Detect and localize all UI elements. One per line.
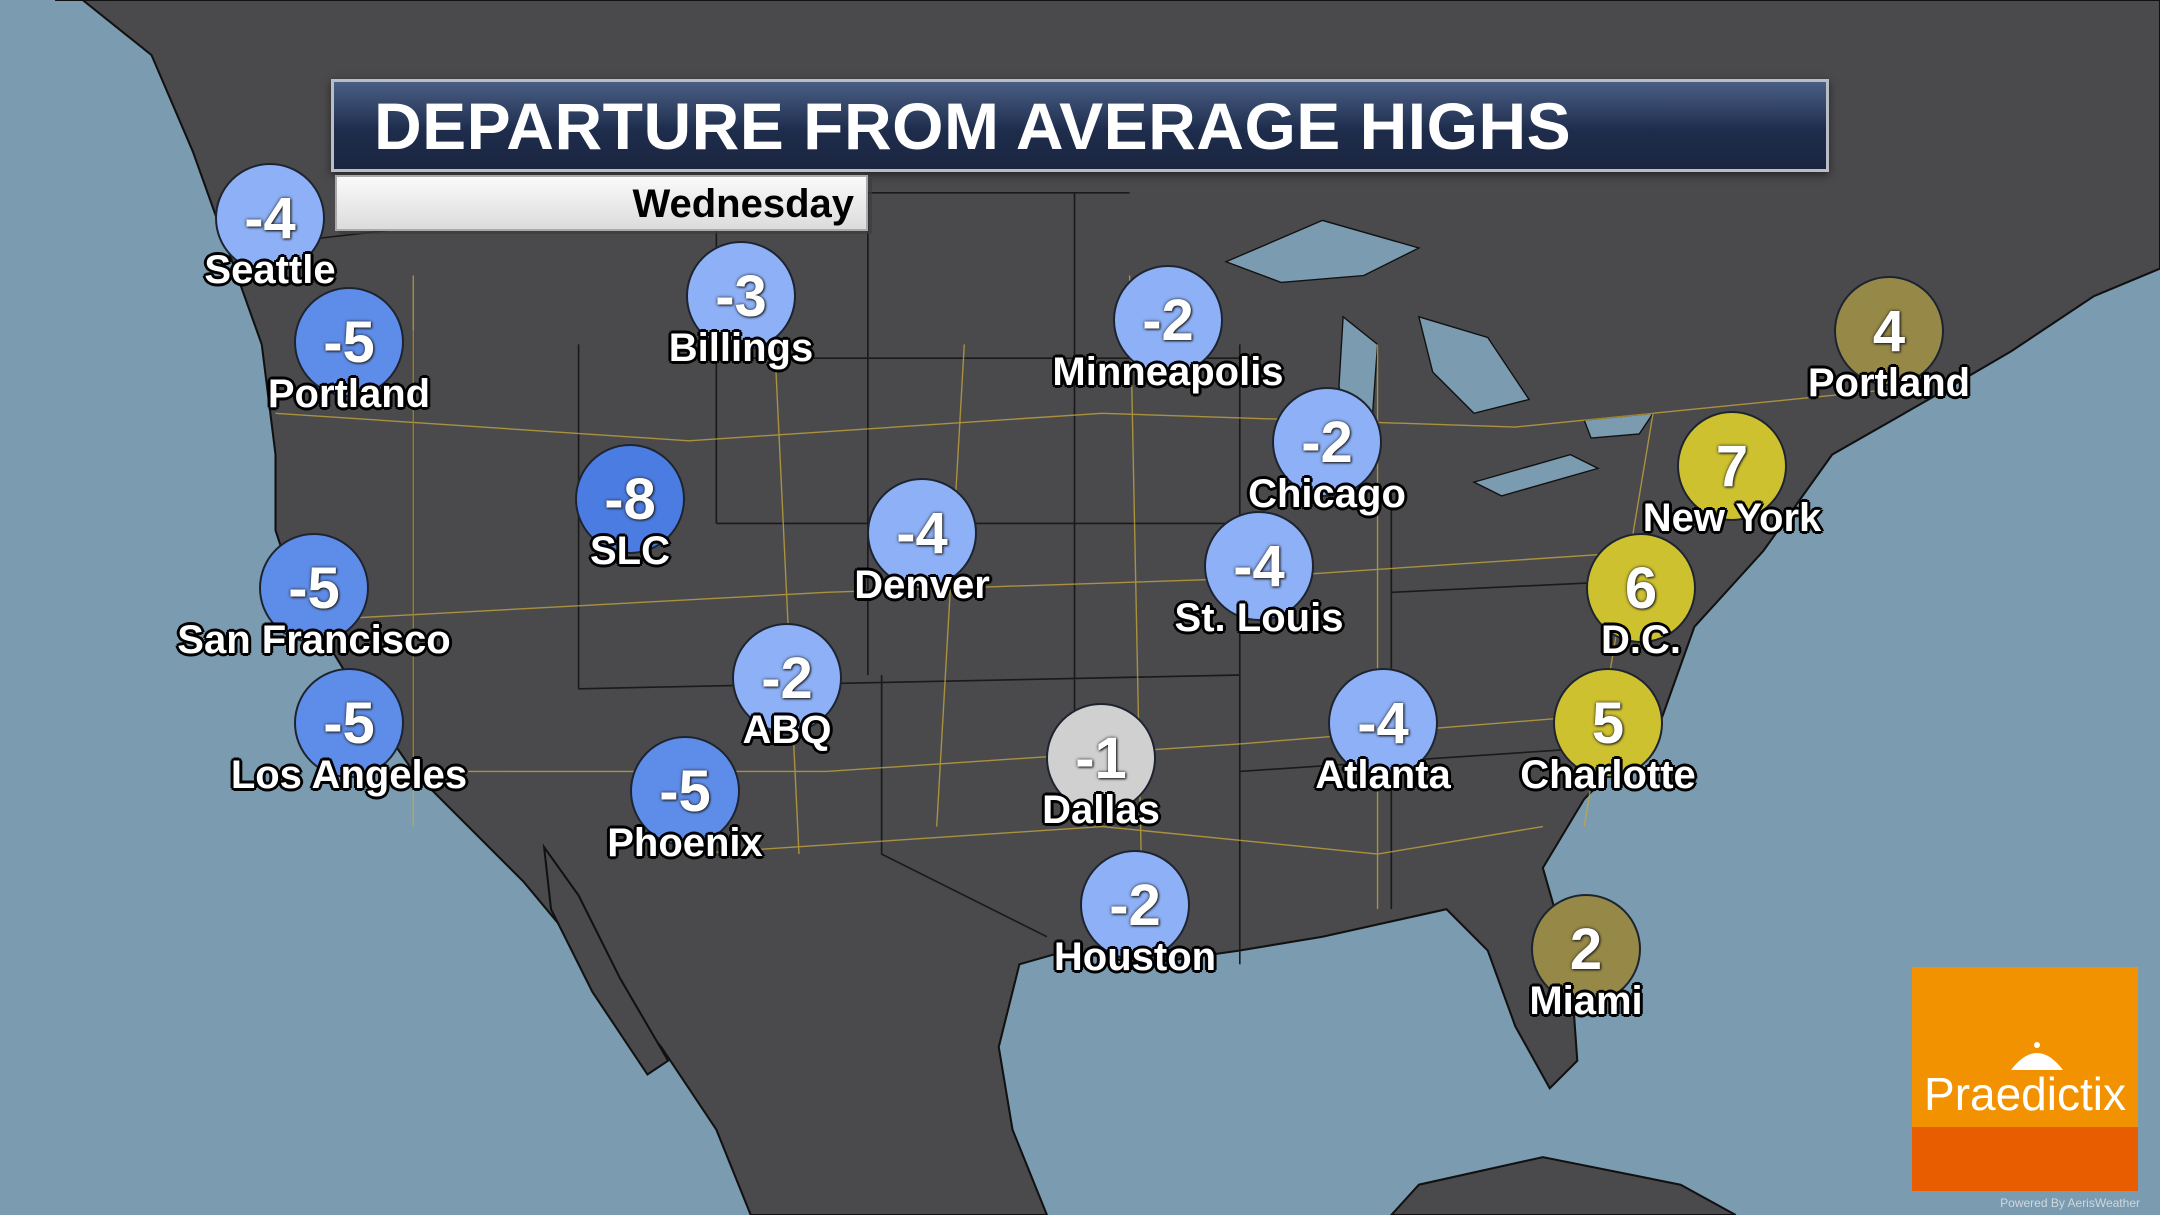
- departure-value: -2: [1109, 872, 1161, 938]
- departure-value: -2: [761, 645, 813, 711]
- city-label: Denver: [854, 563, 990, 607]
- city-label: Chicago: [1248, 472, 1406, 516]
- departure-value: -5: [323, 309, 375, 375]
- value-circle: -1: [1046, 703, 1156, 813]
- departure-value: -4: [1357, 690, 1409, 756]
- value-circle: -4: [215, 163, 325, 273]
- city-label: Dallas: [1042, 788, 1160, 832]
- value-circle: 2: [1531, 894, 1641, 1004]
- value-circle: -4: [1204, 511, 1314, 621]
- city-label: San Francisco: [177, 618, 451, 662]
- map-title: DEPARTURE FROM AVERAGE HIGHS: [374, 89, 1572, 163]
- value-circle: -2: [1272, 387, 1382, 497]
- value-circle: 7: [1677, 411, 1787, 521]
- value-circle: -2: [1080, 850, 1190, 960]
- city-label: Atlanta: [1315, 753, 1451, 797]
- departure-value: -4: [1233, 533, 1285, 599]
- city-label: Billings: [668, 326, 814, 370]
- value-circle: 5: [1553, 668, 1663, 778]
- logo-text: Praedictix: [1924, 1068, 2126, 1120]
- city-label: ABQ: [742, 708, 832, 752]
- value-circle: -5: [294, 668, 404, 778]
- departure-value: 5: [1591, 690, 1625, 756]
- city-label: Phoenix: [607, 821, 763, 865]
- departure-value: -8: [604, 466, 656, 532]
- value-circle: -2: [1113, 265, 1223, 375]
- departure-value: -5: [323, 690, 375, 756]
- departure-value: 4: [1872, 298, 1906, 364]
- city-label: Los Angeles: [230, 753, 468, 797]
- departure-value: 2: [1569, 916, 1603, 982]
- land-cuba: [1389, 1156, 1737, 1215]
- departure-value: -2: [1142, 287, 1194, 353]
- departure-value: -4: [896, 500, 948, 566]
- city-label: Portland: [267, 372, 431, 416]
- city-label: Seattle: [204, 248, 336, 292]
- value-circle: -3: [686, 241, 796, 351]
- departure-value: -5: [659, 758, 711, 824]
- logo-top-band: [1912, 967, 2138, 1127]
- value-circle: -5: [294, 287, 404, 397]
- praedictix-logo: Praedictix: [1912, 967, 2138, 1191]
- city-label: Charlotte: [1520, 753, 1696, 797]
- city-label: Portland: [1807, 361, 1971, 405]
- city-label: D.C.: [1601, 618, 1681, 662]
- city-label: Minneapolis: [1052, 350, 1284, 394]
- value-circle: -4: [867, 478, 977, 588]
- logo-bottom-band: [1912, 1127, 2138, 1191]
- value-circle: -8: [575, 444, 685, 554]
- city-label: New York: [1642, 496, 1822, 540]
- day-banner: Wednesday: [335, 175, 868, 231]
- value-circle: 4: [1834, 276, 1944, 386]
- city-label: Miami: [1529, 979, 1643, 1023]
- city-label: St. Louis: [1174, 596, 1344, 640]
- departure-value: -5: [288, 555, 340, 621]
- city-label: SLC: [590, 529, 670, 573]
- value-circle: -5: [630, 736, 740, 846]
- day-label: Wednesday: [632, 182, 854, 226]
- departure-value: -4: [244, 185, 296, 251]
- value-circle: -5: [259, 533, 369, 643]
- city-label: Houston: [1053, 935, 1217, 979]
- value-circle: 6: [1586, 533, 1696, 643]
- departure-value: -1: [1075, 725, 1127, 791]
- umbrella-icon: [2011, 1042, 2063, 1070]
- value-circle: -4: [1328, 668, 1438, 778]
- departure-value: -3: [715, 263, 767, 329]
- departure-value: 7: [1715, 433, 1749, 499]
- departure-value: 6: [1624, 555, 1658, 621]
- powered-by-text: Powered By AerisWeather: [2000, 1196, 2140, 1210]
- land-baja: [542, 843, 670, 1076]
- departure-value: -2: [1301, 409, 1353, 475]
- title-banner: DEPARTURE FROM AVERAGE HIGHS: [331, 79, 1829, 172]
- value-circle: -2: [732, 623, 842, 733]
